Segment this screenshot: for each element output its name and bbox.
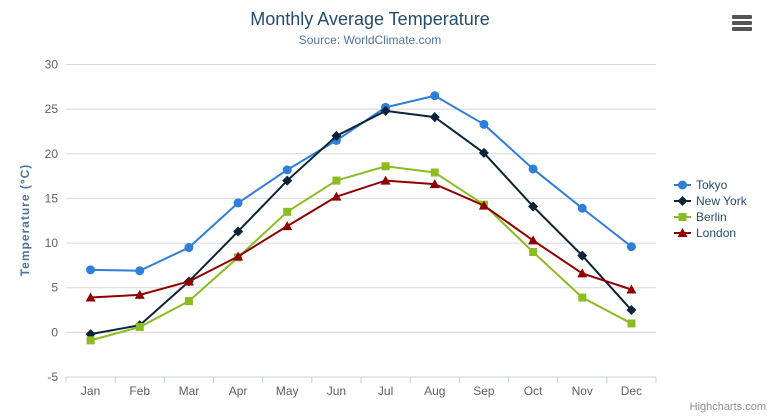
hamburger-menu-icon xyxy=(732,27,752,31)
data-point[interactable] xyxy=(332,176,341,185)
y-axis-title: Temperature (°C) xyxy=(18,163,32,277)
y-axis-label: 5 xyxy=(51,281,58,295)
y-axis-label: 0 xyxy=(51,325,58,339)
legend-label: Tokyo xyxy=(696,178,728,192)
legend-marker-london xyxy=(674,228,691,237)
legend-marker-shape xyxy=(678,213,687,221)
data-point[interactable] xyxy=(85,292,96,302)
y-axis-label: 25 xyxy=(45,102,59,116)
data-point[interactable] xyxy=(183,276,194,286)
data-point[interactable] xyxy=(529,248,538,256)
legend-label: New York xyxy=(696,194,747,208)
data-point[interactable] xyxy=(86,336,95,345)
x-axis-label: Oct xyxy=(524,384,543,398)
legend-label: London xyxy=(696,226,737,240)
series-line xyxy=(89,109,633,336)
data-point[interactable] xyxy=(577,203,587,213)
data-point[interactable] xyxy=(380,105,391,116)
data-point[interactable] xyxy=(184,297,193,306)
x-axis-label: Feb xyxy=(129,384,150,398)
series-line xyxy=(89,165,633,342)
y-axis-label: 10 xyxy=(45,236,59,250)
legend-item-london[interactable]: London xyxy=(674,225,747,241)
hamburger-menu-icon xyxy=(732,15,752,19)
data-point[interactable] xyxy=(331,191,342,201)
series-line xyxy=(89,94,633,272)
data-point[interactable] xyxy=(479,119,489,129)
x-axis-label: Jun xyxy=(327,384,346,398)
legend-marker-new-york xyxy=(674,196,691,206)
data-point[interactable] xyxy=(577,250,588,261)
x-axis-label: Nov xyxy=(572,384,593,398)
data-point[interactable] xyxy=(528,164,538,174)
data-point[interactable] xyxy=(331,130,342,141)
data-point[interactable] xyxy=(282,175,293,186)
data-point[interactable] xyxy=(478,200,489,210)
x-axis-label: Apr xyxy=(229,384,248,398)
y-axis-label: 20 xyxy=(45,147,59,161)
data-point[interactable] xyxy=(86,265,96,275)
x-axis-label: Sep xyxy=(473,384,495,398)
data-point[interactable] xyxy=(429,112,440,123)
series-tokyo xyxy=(86,91,636,276)
data-point[interactable] xyxy=(233,251,244,261)
data-point[interactable] xyxy=(184,243,194,253)
legend-marker-shape xyxy=(678,180,687,190)
data-point[interactable] xyxy=(233,226,244,237)
data-point[interactable] xyxy=(380,175,391,185)
data-point[interactable] xyxy=(381,162,390,171)
y-axis-label: -5 xyxy=(47,370,58,384)
legend-item-new-york[interactable]: New York xyxy=(674,193,747,209)
y-grid: -5 0 5 10 15 20 25 30 xyxy=(45,58,656,384)
data-point[interactable] xyxy=(282,165,292,175)
chart-title: Monthly Average Temperature xyxy=(250,9,490,29)
legend-item-berlin[interactable]: Berlin xyxy=(674,209,747,225)
x-axis-label: Aug xyxy=(424,384,445,398)
x-axis-label: Jul xyxy=(378,384,393,398)
data-point[interactable] xyxy=(135,323,144,331)
credits-link[interactable]: Highcharts.com xyxy=(689,401,766,413)
data-point[interactable] xyxy=(627,319,636,328)
data-point[interactable] xyxy=(577,268,588,278)
data-point[interactable] xyxy=(233,198,243,208)
x-axis-label: Jan xyxy=(81,384,100,398)
data-point[interactable] xyxy=(134,289,145,299)
data-point[interactable] xyxy=(282,221,293,231)
x-axis-label: May xyxy=(276,384,299,398)
data-point[interactable] xyxy=(430,168,439,177)
data-point[interactable] xyxy=(528,235,539,245)
export-menu-button[interactable] xyxy=(731,14,755,34)
data-point[interactable] xyxy=(528,201,539,212)
legend-marker-shape xyxy=(677,228,688,237)
x-axis: Jan Feb Mar Apr May Jun Jul Aug Sep Oct Nov Dec xyxy=(65,376,657,398)
data-point[interactable] xyxy=(626,305,637,316)
hamburger-menu-icon xyxy=(732,21,752,25)
data-point[interactable] xyxy=(429,179,440,189)
legend-marker-shape xyxy=(677,196,688,206)
x-axis-label: Mar xyxy=(179,384,200,398)
series-line xyxy=(89,179,633,299)
legend-marker-berlin xyxy=(674,213,691,221)
series-london xyxy=(85,175,637,302)
data-point[interactable] xyxy=(626,284,637,294)
y-axis-label: 15 xyxy=(45,191,59,205)
chart-subtitle: Source: WorldClimate.com xyxy=(298,33,442,47)
data-point[interactable] xyxy=(578,293,587,302)
legend: Tokyo New York Berlin London xyxy=(674,177,747,241)
data-point[interactable] xyxy=(135,266,145,276)
data-point[interactable] xyxy=(430,91,440,101)
legend-label: Berlin xyxy=(696,210,727,224)
data-point[interactable] xyxy=(626,242,636,252)
legend-item-tokyo[interactable]: Tokyo xyxy=(674,177,747,193)
series-new-york xyxy=(85,105,637,340)
legend-marker-tokyo xyxy=(674,180,691,190)
data-point[interactable] xyxy=(478,147,489,158)
y-axis-label: 30 xyxy=(45,58,59,72)
data-point[interactable] xyxy=(283,207,292,216)
x-axis-label: Dec xyxy=(621,384,642,398)
